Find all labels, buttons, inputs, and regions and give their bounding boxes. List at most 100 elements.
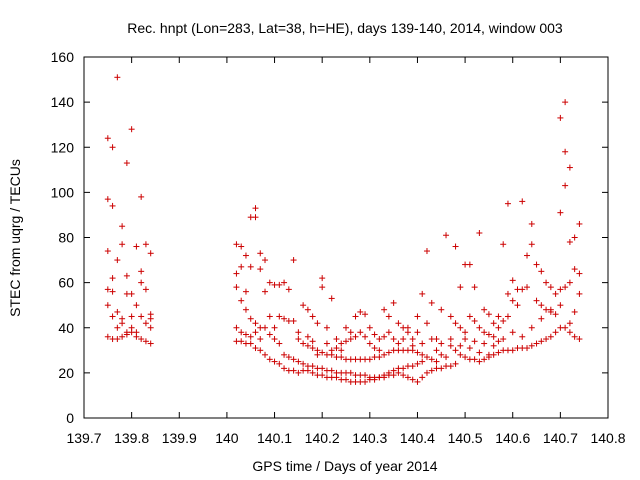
data-point — [509, 347, 516, 354]
data-point — [271, 358, 278, 365]
data-point — [238, 243, 245, 250]
data-point — [438, 340, 445, 347]
data-point — [452, 243, 459, 250]
data-point — [457, 284, 464, 291]
data-point — [257, 250, 264, 257]
data-point — [447, 363, 454, 370]
data-point — [104, 302, 111, 309]
data-point — [466, 261, 473, 268]
y-axis-label: STEC from uqrg / TECUs — [7, 159, 23, 317]
data-point — [147, 340, 154, 347]
y-tick-label: 80 — [58, 230, 74, 246]
data-point — [128, 324, 135, 331]
data-point — [409, 342, 416, 349]
data-point — [238, 297, 245, 304]
data-point — [290, 356, 297, 363]
data-point — [271, 336, 278, 343]
data-point — [447, 336, 454, 343]
data-point — [538, 302, 545, 309]
data-point — [338, 340, 345, 347]
data-point — [257, 336, 264, 343]
data-point — [576, 220, 583, 227]
data-point — [438, 351, 445, 358]
data-point — [338, 347, 345, 354]
data-point — [485, 351, 492, 358]
data-point — [423, 248, 430, 255]
data-point — [409, 336, 416, 343]
data-point — [547, 306, 554, 313]
x-tick-label: 140.1 — [257, 430, 292, 446]
data-point — [509, 329, 516, 336]
data-point — [414, 329, 421, 336]
data-point — [347, 329, 354, 336]
data-point — [314, 320, 321, 327]
data-point — [257, 266, 264, 273]
data-point — [552, 290, 559, 297]
data-point — [390, 372, 397, 379]
data-point — [381, 351, 388, 358]
data-point — [271, 324, 278, 331]
data-point — [476, 229, 483, 236]
scatter-points — [104, 74, 583, 385]
data-point — [566, 279, 573, 286]
data-point — [519, 333, 526, 340]
data-point — [300, 302, 307, 309]
data-point — [295, 358, 302, 365]
data-point — [423, 320, 430, 327]
data-point — [281, 315, 288, 322]
data-point — [400, 372, 407, 379]
data-point — [452, 320, 459, 327]
y-tick-label: 20 — [58, 365, 74, 381]
data-point — [428, 299, 435, 306]
data-point — [414, 360, 421, 367]
data-point — [504, 313, 511, 320]
data-point — [538, 338, 545, 345]
data-point — [147, 250, 154, 257]
data-point — [362, 333, 369, 340]
data-point — [543, 336, 550, 343]
x-tick-label: 140 — [215, 430, 239, 446]
data-point — [409, 376, 416, 383]
data-point — [376, 347, 383, 354]
data-point — [519, 198, 526, 205]
data-point — [114, 308, 121, 315]
data-point — [128, 290, 135, 297]
data-point — [490, 342, 497, 349]
y-tick-label: 140 — [51, 94, 75, 110]
data-point — [109, 202, 116, 209]
data-point — [295, 329, 302, 336]
data-point — [343, 338, 349, 345]
data-point — [262, 351, 269, 358]
data-point — [390, 299, 397, 306]
data-point — [314, 351, 321, 358]
data-point — [423, 354, 430, 361]
data-point — [233, 270, 240, 277]
data-point — [443, 354, 450, 361]
data-point — [400, 365, 407, 372]
data-point — [500, 336, 507, 343]
data-point — [114, 74, 121, 81]
data-point — [142, 320, 149, 327]
data-point — [566, 239, 573, 246]
data-point — [138, 336, 145, 343]
data-point — [138, 193, 145, 200]
y-tick-label: 0 — [66, 410, 74, 426]
data-point — [371, 331, 378, 338]
data-point — [562, 148, 569, 155]
data-point — [528, 241, 535, 248]
data-point — [262, 257, 269, 264]
data-point — [266, 356, 273, 363]
data-point — [562, 99, 569, 106]
data-point — [528, 220, 535, 227]
data-point — [309, 345, 316, 352]
data-point — [362, 372, 369, 379]
data-point — [109, 275, 116, 282]
data-point — [266, 279, 273, 286]
y-tick-label: 160 — [51, 49, 75, 65]
data-point — [547, 284, 554, 291]
data-point — [381, 306, 388, 313]
data-point — [457, 324, 464, 331]
data-point — [509, 297, 516, 304]
data-point — [304, 342, 311, 349]
y-tick-label: 40 — [58, 320, 74, 336]
